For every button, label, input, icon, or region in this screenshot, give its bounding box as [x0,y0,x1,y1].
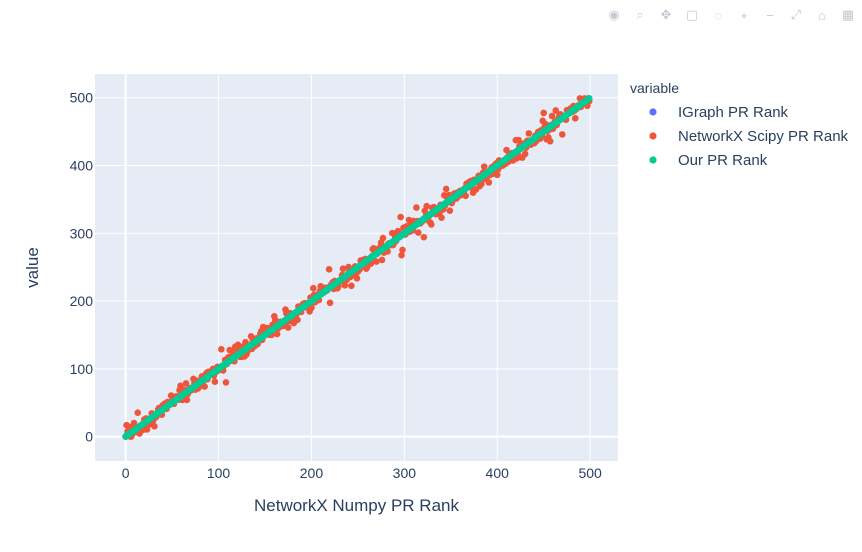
data-point [130,419,138,427]
legend-marker [649,156,657,164]
y-tick-label: 400 [70,157,94,173]
data-point [398,251,405,259]
data-point [284,324,292,331]
y-tick-label: 100 [70,361,94,377]
x-axis-ticks: 0 100 200 300 400 500 [122,465,602,481]
data-point [151,423,158,430]
data-point [218,345,225,353]
pan-icon[interactable]: ✥ [660,7,672,22]
x-tick-label: 0 [122,465,130,481]
y-axis-title: value [23,247,42,288]
data-point [399,246,406,254]
data-point [211,378,219,386]
x-axis-title: NetworkX Numpy PR Rank [254,496,460,515]
data-point [521,150,529,158]
data-point [427,221,435,228]
data-point [397,213,404,221]
autoscale-icon[interactable]: ⤢ [790,7,802,22]
grid-lines [95,74,618,461]
data-point [348,282,355,290]
camera-icon[interactable]: ◉ [608,7,620,22]
y-tick-label: 0 [85,429,93,445]
data-point [222,379,230,386]
data-point [378,256,386,264]
data-point [134,409,142,417]
data-point [414,229,422,236]
plotly-logo-icon[interactable]: ▦ [841,7,855,22]
y-tick-label: 300 [70,225,94,241]
series-our-pr-rank [122,95,593,440]
data-point [462,192,469,200]
lasso-icon[interactable]: ◌ [714,7,722,23]
legend-marker [649,108,657,116]
zoom-out-icon[interactable]: − [766,7,774,23]
data-point [183,396,191,404]
data-point [515,136,522,144]
data-point [571,114,579,122]
reset-axes-icon[interactable]: ⌂ [818,7,826,23]
data-point [341,282,349,289]
data-point [420,233,428,241]
x-tick-label: 100 [207,465,231,481]
legend-label: IGraph PR Rank [678,104,789,121]
legend-item[interactable]: Our PR Rank [649,152,768,169]
data-point [326,299,334,307]
legend-item[interactable]: NetworkX Scipy PR Rank [649,128,849,145]
data-point [423,202,430,210]
data-point [339,265,347,273]
data-point [310,284,317,292]
legend-item[interactable]: IGraph PR Rank [649,104,789,121]
legend-label: Our PR Rank [678,152,768,169]
data-point [480,163,488,170]
data-point [379,234,387,242]
data-point [201,383,208,390]
data-point [546,137,554,145]
x-tick-label: 400 [486,465,510,481]
box-select-icon[interactable]: ▢ [685,7,699,22]
data-point [485,179,493,186]
zoom-in-icon[interactable]: + [740,7,748,23]
data-point [552,107,560,114]
legend: IGraph PR Rank NetworkX Scipy PR Rank Our … [649,104,849,169]
data-point [525,130,533,137]
data-point [353,274,361,282]
data-point [493,171,501,179]
data-point [325,266,333,273]
data-point [558,131,566,138]
data-point [143,426,151,433]
chart-modebar: ◉ ⌕ ✥ ▢ ◌ + − ⤢ ⌂ ▦ [604,4,858,26]
data-point [540,109,547,117]
data-point [446,207,454,214]
data-point [438,214,445,221]
x-tick-label: 300 [393,465,417,481]
legend-label: NetworkX Scipy PR Rank [678,128,849,145]
zoom-icon[interactable]: ⌕ [636,7,644,22]
data-point [242,338,249,346]
data-point [585,95,593,102]
data-point [478,180,485,188]
legend-marker [649,132,657,140]
legend-title: variable [630,80,679,96]
data-points [122,95,593,440]
data-point [413,204,420,211]
y-tick-label: 500 [70,90,94,106]
y-tick-label: 200 [70,293,94,309]
data-point [373,258,380,265]
data-point [548,112,556,120]
data-point [294,316,301,324]
data-point [442,185,450,193]
data-point [182,380,190,387]
y-axis-ticks: 0 100 200 300 400 500 [70,90,94,445]
data-point [273,330,281,338]
x-tick-label: 200 [300,465,324,481]
x-tick-label: 500 [578,465,602,481]
